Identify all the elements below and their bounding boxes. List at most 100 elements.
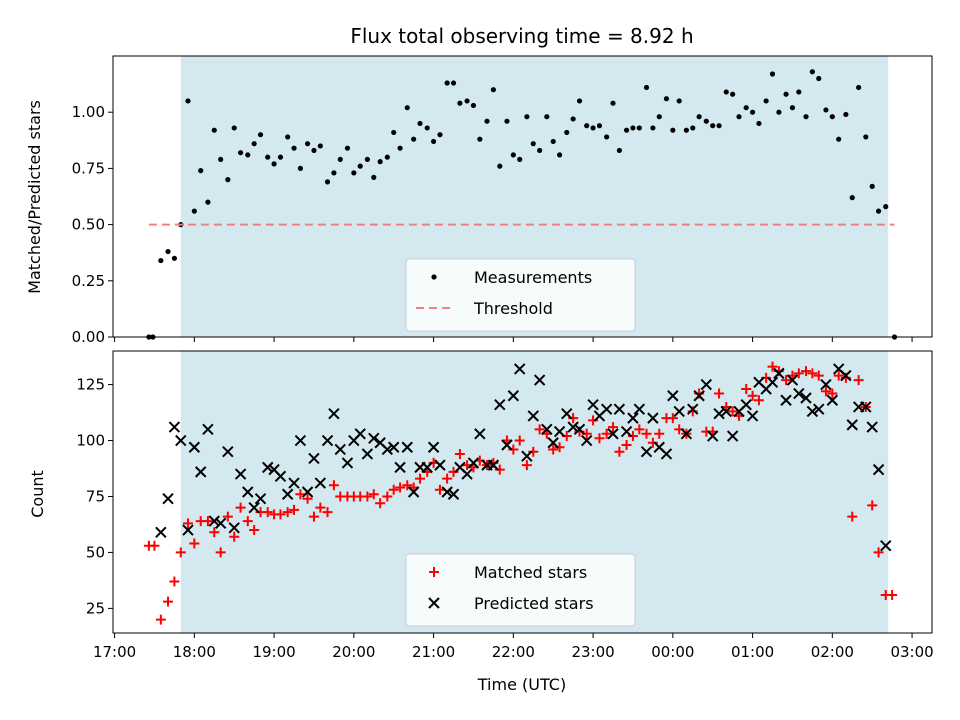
measurement-point <box>351 170 357 176</box>
measurement-point <box>776 109 782 115</box>
y-tick-label: 75 <box>86 487 105 505</box>
measurement-point <box>450 80 457 86</box>
measurement-point <box>265 154 271 160</box>
predicted-star-point <box>427 441 440 453</box>
predicted-star-point <box>521 450 533 462</box>
series-matched-stars <box>143 361 898 625</box>
matched-star-point <box>149 540 160 551</box>
legend-measurement-swatch <box>431 274 437 280</box>
predicted-star-point <box>501 439 513 451</box>
measurement-point <box>424 125 430 131</box>
measurement-point <box>716 123 722 129</box>
matched-star-point <box>548 444 559 455</box>
matched-star-point <box>741 384 752 395</box>
x-axis-label: Time (UTC) <box>477 675 566 694</box>
x-tick-label: 20:00 <box>332 643 375 661</box>
predicted-star-point <box>713 407 725 420</box>
measurement-point <box>324 179 331 185</box>
measurement-point <box>843 111 849 118</box>
matched-star-point <box>322 507 333 518</box>
matched-star-point <box>873 547 884 558</box>
matched-star-point <box>402 480 413 491</box>
measurement-point <box>550 138 556 145</box>
predicted-star-point <box>222 446 234 458</box>
measurement-point <box>703 118 709 124</box>
predicted-star-point <box>700 378 713 391</box>
matched-star-point <box>714 388 725 399</box>
measurement-point <box>524 114 530 120</box>
predicted-star-point <box>248 501 260 514</box>
y-tick-label: 1.00 <box>72 103 105 121</box>
matched-star-point <box>807 368 818 379</box>
measurement-point <box>856 84 862 91</box>
predicted-star-point <box>328 407 340 420</box>
predicted-star-point <box>487 459 500 471</box>
matched-star-point <box>275 509 286 520</box>
measurement-point <box>829 114 835 120</box>
predicted-star-point <box>361 448 374 460</box>
matched-star-point <box>654 428 665 439</box>
predicted-star-point <box>667 390 679 402</box>
predicted-star-point <box>274 470 287 483</box>
predicted-star-point <box>168 421 181 433</box>
matched-star-point <box>833 370 844 381</box>
predicted-star-point <box>334 443 346 456</box>
measurement-point <box>504 118 510 124</box>
matched-star-point <box>528 446 539 457</box>
legend-predicted-swatch <box>428 597 440 609</box>
series-measurements <box>146 69 898 340</box>
axes-frame <box>112 55 933 338</box>
measurement-point <box>317 143 323 149</box>
matched-star-point <box>362 491 373 502</box>
predicted-star-point <box>368 432 380 444</box>
measurement-point <box>730 91 736 97</box>
predicted-star-point <box>341 457 354 469</box>
measurement-point <box>391 129 397 136</box>
matched-star-point <box>175 547 186 558</box>
matched-star-point <box>249 525 260 536</box>
measurement-point <box>690 125 696 131</box>
matched-star-point <box>514 435 525 446</box>
legend-label: Matched stars <box>474 563 587 582</box>
predicted-star-point <box>288 477 300 489</box>
matched-star-point <box>641 428 652 439</box>
legend: Matched stars Predicted stars <box>405 553 636 627</box>
measurement-point <box>357 163 363 169</box>
predicted-star-point <box>726 430 739 442</box>
measurement-point <box>676 98 682 104</box>
matched-star-point <box>727 406 738 417</box>
measurement-point <box>205 199 211 205</box>
measurement-point <box>803 114 809 120</box>
matched-star-point <box>155 614 166 625</box>
legend: Measurements Threshold <box>405 258 636 332</box>
axes-frame <box>112 350 933 634</box>
predicted-star-point <box>441 486 453 498</box>
measurement-point <box>556 152 563 158</box>
predicted-star-point <box>613 403 626 415</box>
measurement-point <box>397 145 403 151</box>
legend-box <box>405 553 636 627</box>
predicted-star-point <box>720 405 732 418</box>
matched-star-point <box>813 370 824 381</box>
x-tick-label: 22:00 <box>492 643 535 661</box>
measurement-point <box>643 84 650 91</box>
predicted-star-point <box>786 374 799 386</box>
measurement-point <box>411 136 417 142</box>
predicted-star-point <box>182 524 194 536</box>
matched-star-point <box>853 375 864 386</box>
measurement-point <box>710 123 716 129</box>
x-tick-label: 03:00 <box>890 643 933 661</box>
predicted-star-point <box>421 461 433 474</box>
predicted-star-point <box>208 515 220 527</box>
measurement-point <box>470 102 477 109</box>
predicted-star-point <box>447 488 460 500</box>
predicted-star-point <box>573 423 586 436</box>
measurement-point <box>344 145 351 151</box>
measurement-point <box>444 80 450 86</box>
legend-label: Measurements <box>474 268 592 287</box>
matched-star-point <box>189 538 200 549</box>
measurement-point <box>477 136 483 142</box>
matched-star-point <box>494 464 505 475</box>
predicted-star-point <box>840 369 852 382</box>
